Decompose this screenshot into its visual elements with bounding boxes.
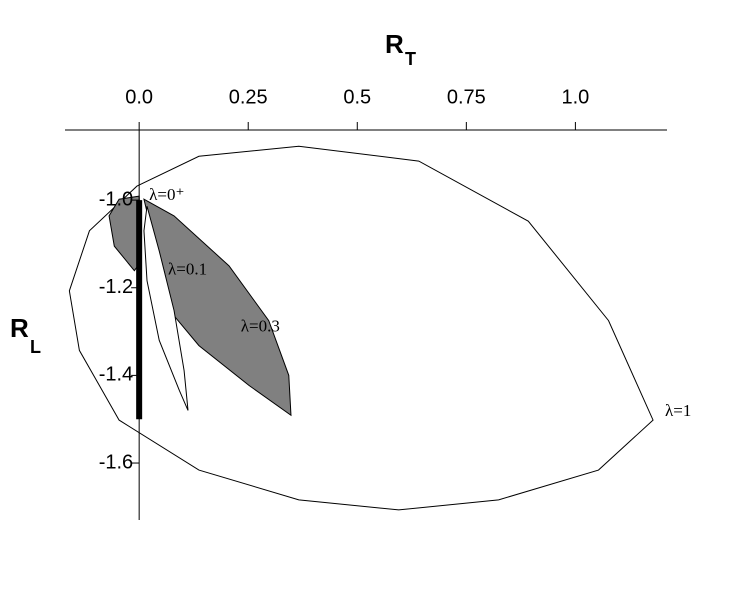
x-axis-title: R [385,29,404,59]
region [68,145,654,511]
x-tick-label: 0.0 [125,86,153,108]
x-tick-label: 0.75 [447,86,486,108]
y-tick-label: -1.4 [99,364,133,386]
y-tick-label: -1.0 [99,188,133,210]
x-tick-label: 0.5 [343,86,371,108]
y-axis-title-sub: L [30,337,41,357]
y-axis-title: R [10,313,29,343]
y-tick-label: -1.6 [99,451,133,473]
x-axis-title-sub: T [405,49,416,69]
y-tick-label: -1.2 [99,276,133,298]
region-label: λ=1 [665,401,691,420]
region-label: λ=0⁺ [149,185,184,204]
x-tick-label: 0.25 [229,86,268,108]
region-label: λ=0.1 [168,259,207,278]
region-label: λ=0.3 [241,316,280,335]
region [143,206,189,411]
x-tick-label: 1.0 [561,86,589,108]
